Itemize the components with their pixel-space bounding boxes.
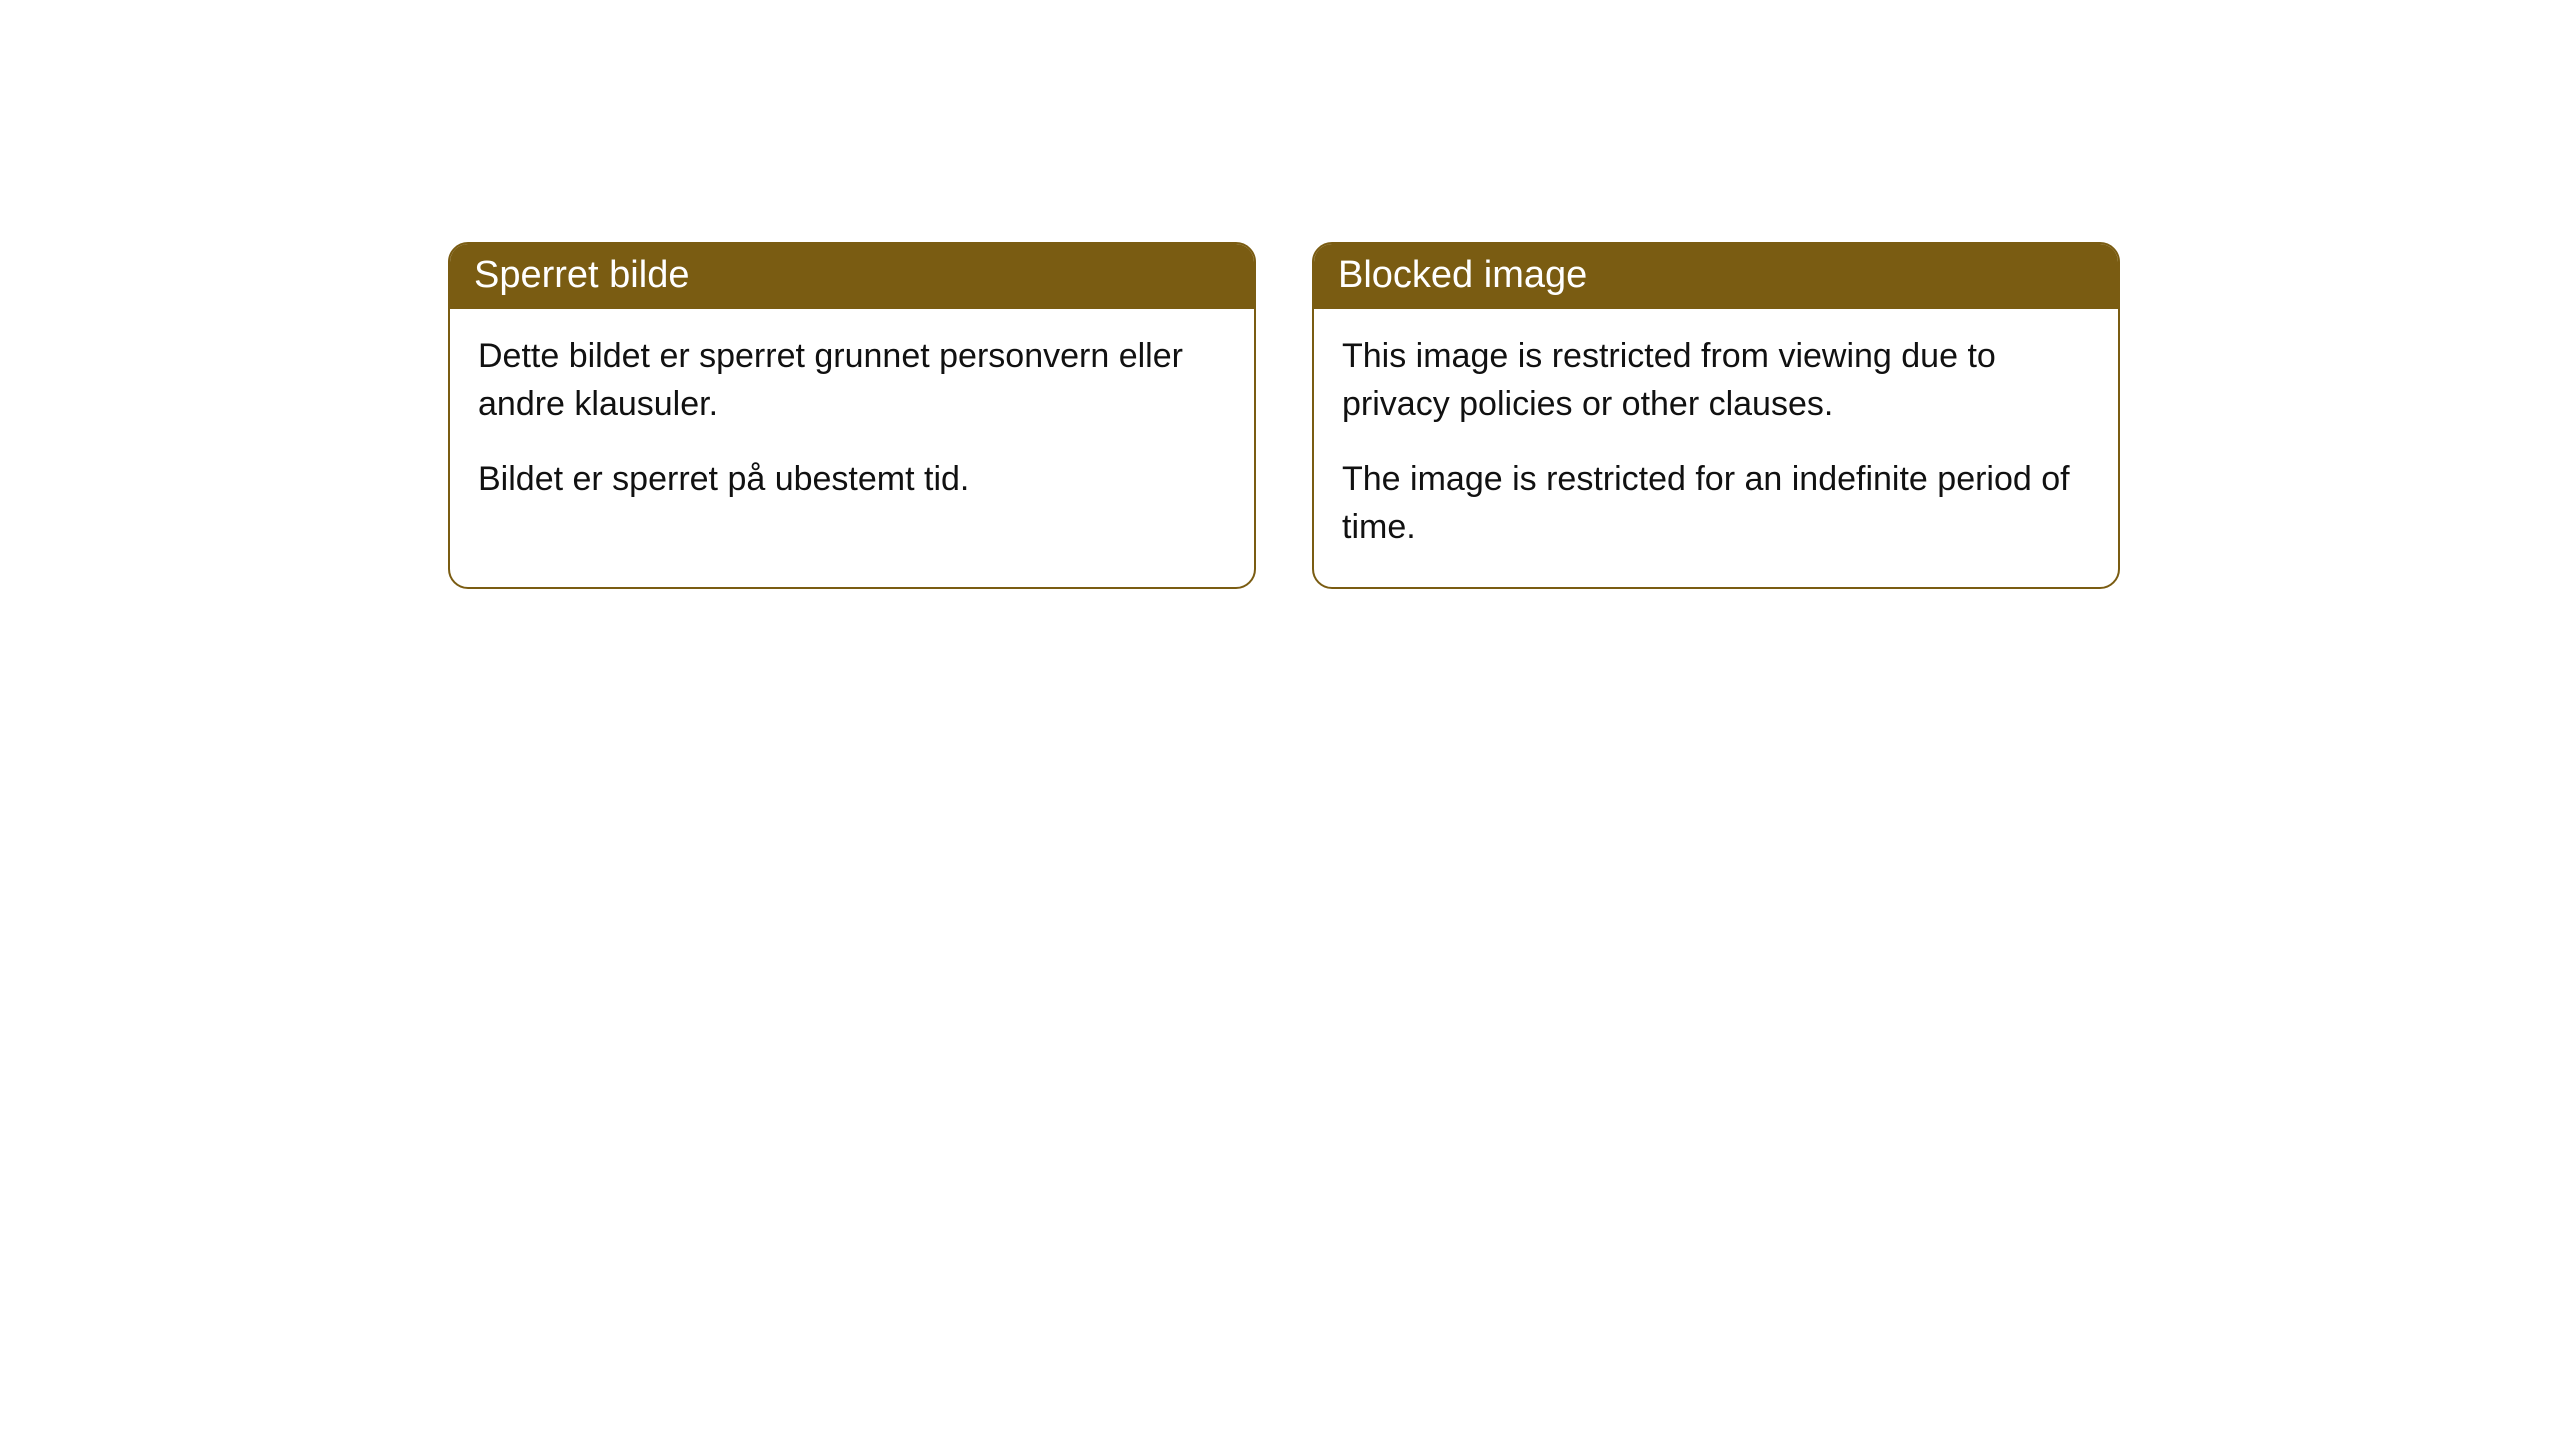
card-body: Dette bildet er sperret grunnet personve… [450,309,1254,540]
card-body: This image is restricted from viewing du… [1314,309,2118,587]
card-title: Blocked image [1314,244,2118,309]
blocked-image-card-english: Blocked image This image is restricted f… [1312,242,2120,589]
card-paragraph: Dette bildet er sperret grunnet personve… [478,333,1226,428]
card-paragraph: The image is restricted for an indefinit… [1342,456,2090,551]
card-paragraph: Bildet er sperret på ubestemt tid. [478,456,1226,504]
card-paragraph: This image is restricted from viewing du… [1342,333,2090,428]
notice-cards-container: Sperret bilde Dette bildet er sperret gr… [0,0,2560,589]
blocked-image-card-norwegian: Sperret bilde Dette bildet er sperret gr… [448,242,1256,589]
card-title: Sperret bilde [450,244,1254,309]
